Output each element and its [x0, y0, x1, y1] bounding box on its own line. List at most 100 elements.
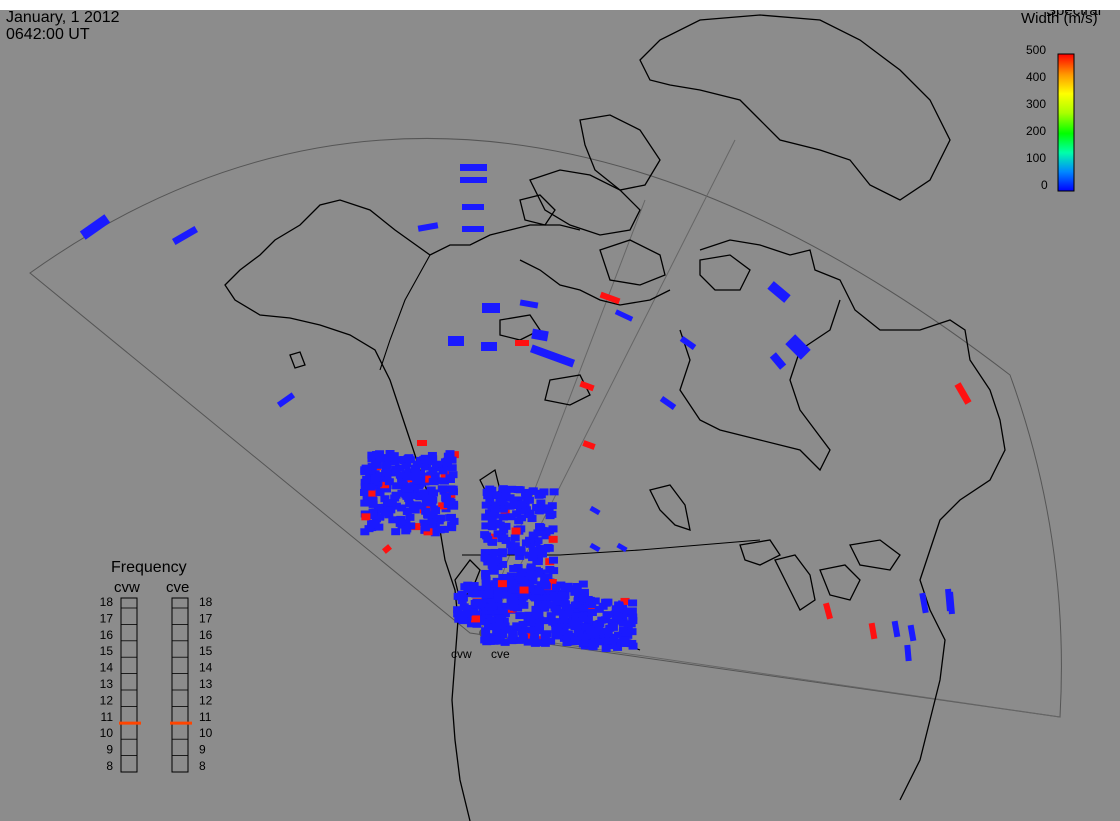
scatter-cell [493, 592, 503, 600]
scatter-cell [420, 524, 430, 532]
scatter-cell [437, 485, 447, 493]
scatter-cell [549, 567, 559, 575]
field-of-view-sector [29, 138, 1062, 718]
scatter-cell [497, 580, 507, 588]
scatter-cell [533, 550, 543, 558]
scatter-cell [401, 462, 411, 470]
scatter-cell [540, 639, 550, 647]
scatter-cell [480, 531, 490, 539]
scatter-cell [441, 494, 451, 502]
scatter-cell [548, 618, 558, 626]
scatter-cell [623, 620, 633, 628]
scatter-cell [498, 548, 508, 556]
scatter-cell [494, 617, 504, 625]
scatter-cell [493, 563, 503, 571]
scatter-cell [455, 611, 465, 619]
scatter-cell [553, 630, 563, 638]
scatter-cell [613, 611, 623, 619]
scatter-cell [536, 499, 546, 507]
scatter-cell [557, 591, 567, 599]
scatter-cell [429, 489, 439, 497]
scatter-cell [403, 455, 413, 463]
scatter-cell [564, 608, 574, 616]
scatter-cell [954, 382, 972, 405]
scatter-cell [528, 531, 538, 539]
scatter-cell [534, 489, 544, 497]
scatter-cell [498, 485, 508, 493]
scatter-cell [490, 511, 500, 519]
scatter-cell [360, 483, 370, 491]
scatter-cell [611, 605, 621, 613]
scatter-cell [362, 492, 372, 500]
scatter-cell [424, 501, 434, 509]
scatter-cell [417, 440, 427, 446]
scatter-cell [620, 636, 630, 644]
scatter-cell [480, 549, 490, 557]
scatter-cell [449, 502, 459, 510]
scatter-cell [529, 636, 539, 644]
scatter-cell [486, 616, 496, 624]
scatter-cell [471, 615, 481, 623]
scatter-cell [360, 488, 370, 496]
scatter-cell [385, 450, 395, 458]
scatter-cell [491, 501, 501, 509]
scatter-cell [505, 576, 515, 584]
frequency-title: Frequency [111, 559, 187, 576]
scatter-cell [490, 505, 500, 513]
scatter-cell [527, 515, 537, 523]
scatter-cell [618, 619, 628, 627]
scatter-cell [457, 597, 467, 605]
scatter-cell [498, 505, 508, 513]
scatter-cell [590, 597, 600, 605]
scatter-cell [525, 585, 535, 593]
scatter-cell [601, 599, 611, 607]
scatter-cell [380, 495, 390, 503]
scatter-cell [428, 478, 438, 486]
scatter-cell [438, 502, 448, 510]
scatter-cell [571, 617, 581, 625]
scatter-cell [518, 593, 528, 601]
scatter-cell [411, 473, 421, 481]
scatter-cell [438, 467, 448, 475]
scatter-cell [430, 507, 440, 515]
scatter-cell [501, 536, 511, 544]
scatter-cell [528, 554, 538, 562]
scatter-cell [551, 605, 561, 613]
scatter-cell [767, 281, 791, 303]
scatter-cell [572, 601, 582, 609]
scatter-cell [481, 522, 491, 530]
scatter-cell [516, 569, 526, 577]
scatter-cell [526, 619, 536, 627]
scatter-cell [422, 460, 432, 468]
scatter-cell [406, 522, 416, 530]
scatter-cell [620, 597, 630, 605]
scatter-cell [919, 592, 929, 614]
scatter-cell [463, 609, 473, 617]
scatter-cell [421, 507, 431, 515]
scatter-cell [614, 601, 624, 609]
scatter-cell [440, 471, 450, 479]
scatter-cell [785, 334, 811, 360]
scatter-cell [528, 487, 538, 495]
scatter-cell [481, 607, 491, 615]
scatter-cell [587, 609, 597, 617]
scatter-cell [428, 496, 438, 504]
colorbar-title-line2: Width (m/s) [1021, 10, 1098, 27]
scatter-cell [585, 596, 595, 604]
scatter-cell [559, 628, 569, 636]
scatter-cell [823, 602, 833, 620]
scatter-cell [483, 492, 493, 500]
scatter-cell [659, 395, 677, 411]
scatter-cell [411, 523, 421, 531]
scatter-cell [487, 523, 497, 531]
scatter-cell [547, 579, 557, 587]
scatter-cell [481, 576, 491, 584]
scatter-cell [423, 528, 433, 536]
scatter-cell [519, 601, 529, 609]
scatter-cell [535, 616, 545, 624]
scatter-cell [373, 478, 383, 486]
scatter-cell [505, 502, 515, 510]
scatter-cell [559, 616, 569, 624]
scatter-cell [390, 458, 400, 466]
scatter-cell [531, 605, 541, 613]
